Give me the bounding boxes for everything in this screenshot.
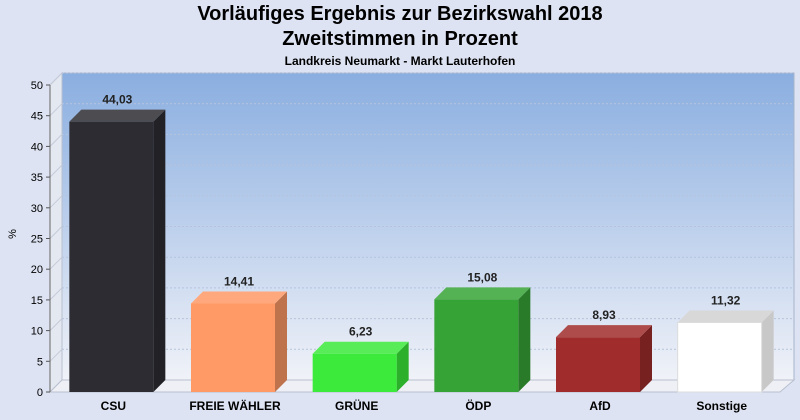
bar-top xyxy=(677,310,774,323)
gridline-side xyxy=(49,195,63,209)
bar-side xyxy=(396,341,409,392)
gridline-side xyxy=(49,134,63,147)
bar-top xyxy=(191,291,287,304)
bar-top xyxy=(69,109,166,122)
bar-side xyxy=(640,325,652,392)
bar-side xyxy=(761,310,774,392)
gridline-side xyxy=(49,226,63,239)
bar-ödp xyxy=(434,299,519,392)
bar-side xyxy=(518,287,531,392)
bar-grüne xyxy=(312,353,397,392)
bar-side xyxy=(275,291,287,392)
chart-region-label: Landkreis Neumarkt - Markt Lauterhofen xyxy=(284,54,516,68)
bar-top xyxy=(434,287,531,300)
data-label: 44,03 xyxy=(102,93,132,107)
x-tick-label: Sonstige xyxy=(696,399,747,413)
gridline-side xyxy=(49,348,63,362)
x-tick-label: CSU xyxy=(101,399,126,413)
y-tick-label: 25 xyxy=(31,234,43,246)
chart-title: Vorläufiges Ergebnis zur Bezirkswahl 201… xyxy=(197,3,603,25)
gridline-side xyxy=(49,103,63,117)
bar-freie-wähler xyxy=(191,303,275,392)
x-tick-label: GRÜNE xyxy=(335,398,378,413)
data-label: 15,08 xyxy=(467,270,497,284)
y-tick-label: 50 xyxy=(31,80,43,92)
gridline-side xyxy=(49,256,63,270)
gridline-side xyxy=(49,287,63,301)
y-tick-label: 45 xyxy=(31,111,43,123)
x-tick-label: AfD xyxy=(589,399,611,413)
bar-csu xyxy=(69,121,154,393)
chart-subtitle: Zweitstimmen in Prozent xyxy=(282,28,518,50)
y-tick-label: 0 xyxy=(37,387,43,399)
bar-top xyxy=(556,325,652,338)
bar-afd xyxy=(556,337,640,392)
y-tick-label: 5 xyxy=(37,356,43,368)
y-tick-label: 35 xyxy=(31,172,43,184)
x-tick-label: FREIE WÄHLER xyxy=(189,398,281,413)
data-label: 11,32 xyxy=(711,293,741,307)
data-label: 14,41 xyxy=(224,275,254,289)
y-tick-label: 15 xyxy=(31,295,43,307)
y-tick-label: 10 xyxy=(31,326,43,338)
y-tick-label: 20 xyxy=(31,264,43,276)
y-tick-label: 40 xyxy=(31,141,43,153)
gridline-side xyxy=(49,318,63,331)
gridline-side xyxy=(49,72,63,86)
gridline-side xyxy=(49,164,63,178)
data-label: 8,93 xyxy=(592,308,616,322)
data-label: 6,23 xyxy=(349,325,373,339)
y-tick-label: 30 xyxy=(31,203,43,215)
bar-top xyxy=(312,341,409,354)
bar-side xyxy=(153,109,166,393)
x-tick-label: ÖDP xyxy=(465,398,491,413)
bar-sonstige xyxy=(677,321,763,393)
